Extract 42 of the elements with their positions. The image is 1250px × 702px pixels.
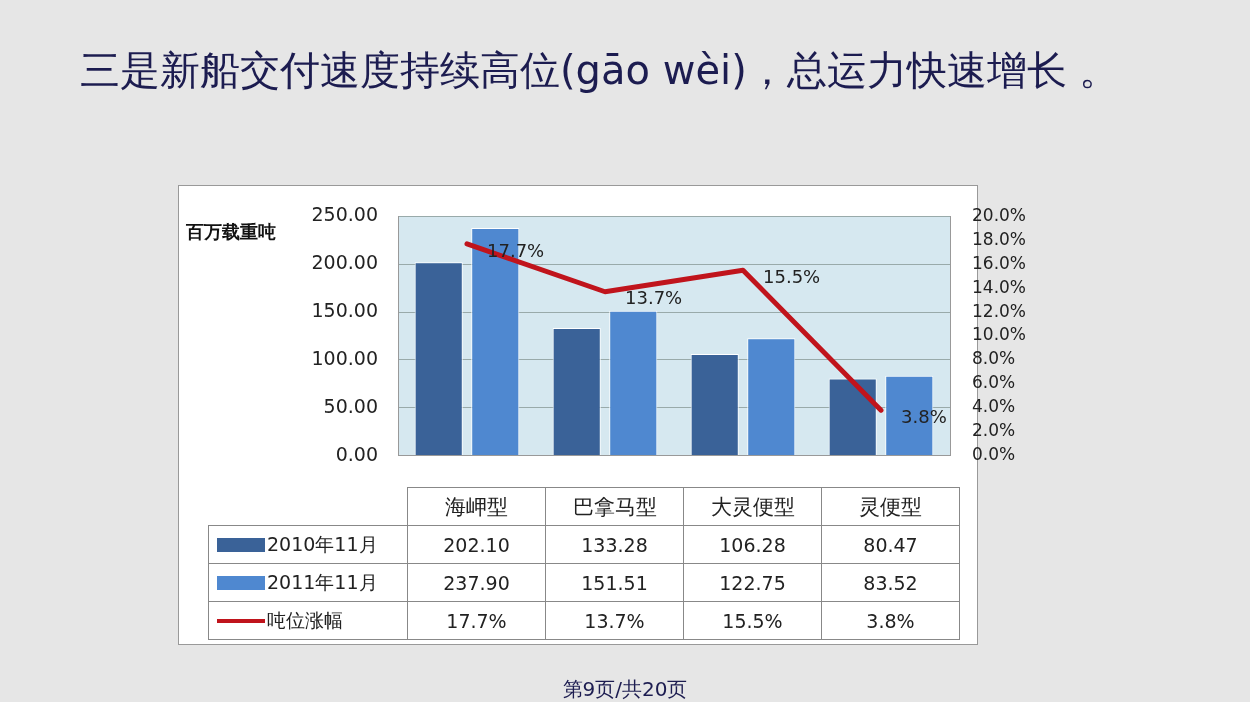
text: 17.7% [487, 239, 545, 261]
y2-tick-label: 10.0% [972, 324, 1027, 345]
y2-tick-label: 20.0% [972, 204, 1027, 225]
y2-tick-label: 0.0% [972, 444, 1016, 465]
data-label: 151.51 [545, 563, 684, 602]
y2-tick-label: 16.0% [972, 252, 1027, 273]
y2-tick-label: 18.0% [972, 228, 1027, 249]
y2-tick-label: 4.0% [972, 396, 1016, 417]
x-tick-label: 巴拿马型 [545, 487, 684, 526]
data-label: 83.52 [821, 563, 960, 602]
data-label: 13.7% [545, 601, 684, 640]
y-tick-label: 200.00 [311, 251, 378, 274]
data-label: 80.47 [821, 525, 960, 564]
data-label: 237.90 [407, 563, 546, 602]
y-tick-label: 50.00 [323, 394, 378, 417]
y-tick-label: 150.00 [311, 299, 378, 322]
y2-tick-label: 8.0% [972, 348, 1016, 369]
y-tick-label: 100.00 [311, 346, 378, 369]
y-axis-title: 百万载重吨 [186, 220, 276, 244]
x-tick-label: 大灵便型 [683, 487, 822, 526]
data-label: 3.8% [821, 601, 960, 640]
legend-label: 2011年11月 [208, 563, 408, 602]
y2-tick-label: 6.0% [972, 372, 1016, 393]
x-tick-label: 海岬型 [407, 487, 546, 526]
y-tick-label: 0.00 [335, 442, 378, 465]
legend-label: 吨位涨幅 [208, 601, 408, 640]
y2-tick-label: 14.0% [972, 276, 1027, 297]
chart-title: 三是新船交付速度持续高位(gāo wèi)，总运力快速增长 。 [80, 46, 1121, 95]
data-label: 15.5% [683, 601, 822, 640]
text: 15.5% [763, 265, 821, 287]
data-label: 202.10 [407, 525, 546, 564]
y2-tick-label: 12.0% [972, 300, 1027, 321]
y-tick-label: 250.00 [311, 203, 378, 226]
legend-label: 2010年11月 [208, 525, 408, 564]
data-label: 122.75 [683, 563, 822, 602]
data-label: 17.7% [407, 601, 546, 640]
data-label: 106.28 [683, 525, 822, 564]
y2-tick-label: 2.0% [972, 420, 1016, 441]
data-label: 133.28 [545, 525, 684, 564]
text: 第9页/共20页 [561, 676, 689, 702]
text: 13.7% [625, 287, 683, 309]
x-tick-label: 灵便型 [821, 487, 960, 526]
